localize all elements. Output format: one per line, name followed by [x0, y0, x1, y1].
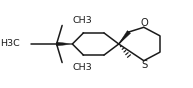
Text: S: S — [142, 60, 148, 70]
Text: H3C: H3C — [1, 40, 20, 48]
Text: CH3: CH3 — [72, 63, 92, 72]
Polygon shape — [119, 31, 130, 44]
Text: O: O — [141, 18, 149, 28]
Text: CH3: CH3 — [72, 16, 92, 25]
Polygon shape — [57, 42, 72, 46]
